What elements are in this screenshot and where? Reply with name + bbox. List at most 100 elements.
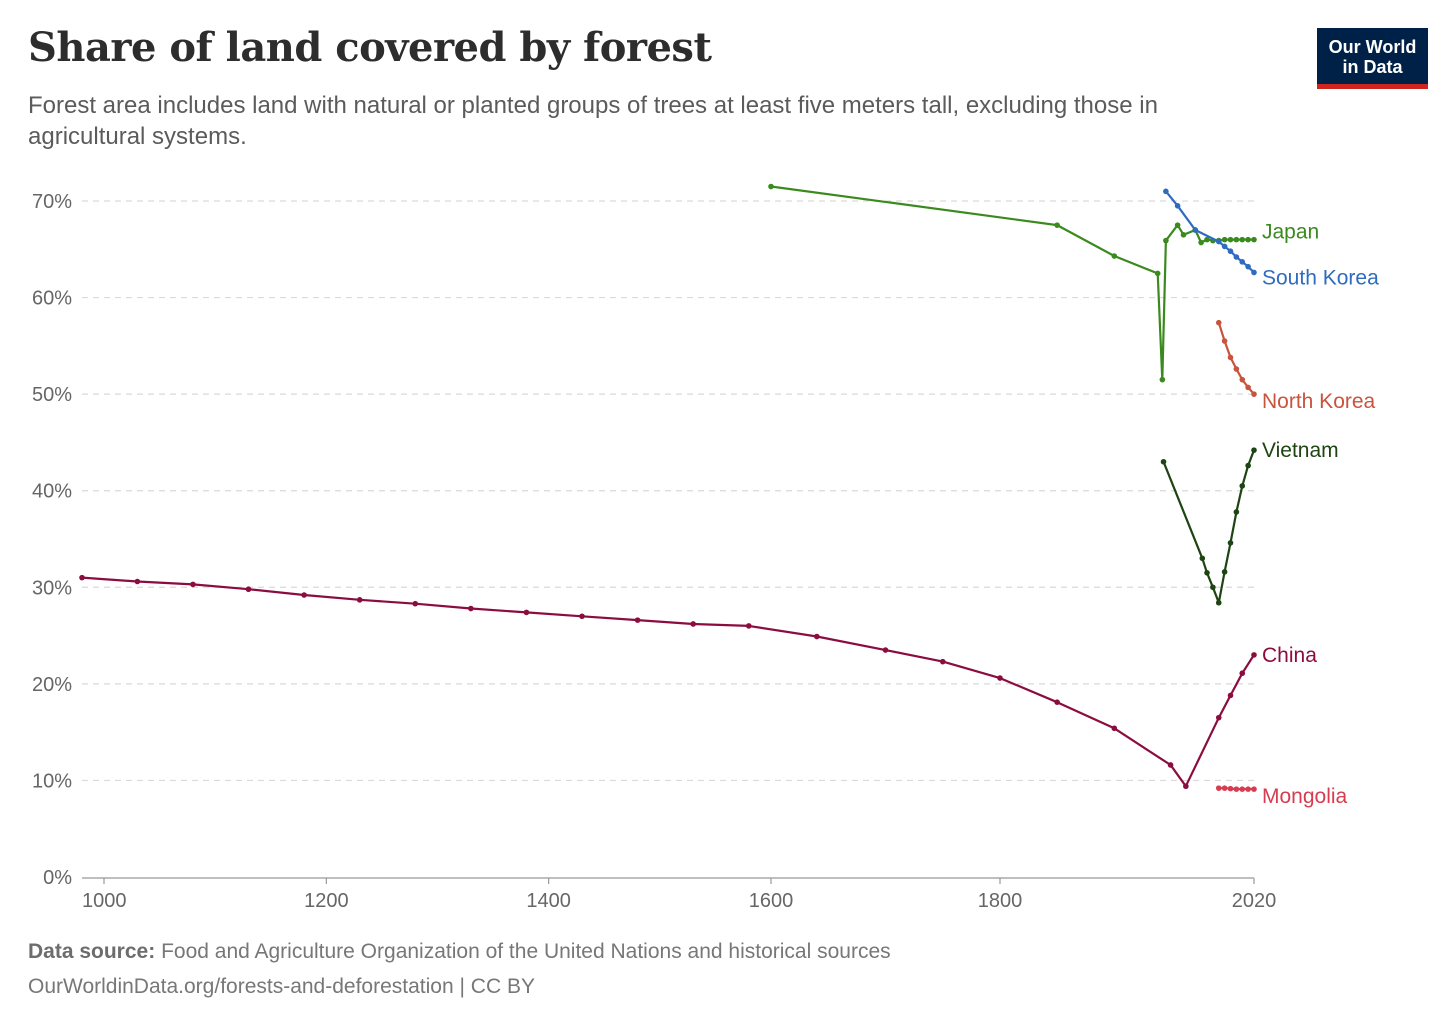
data-point[interactable] — [1215, 238, 1222, 245]
data-point[interactable] — [939, 658, 946, 665]
data-point[interactable] — [1227, 236, 1234, 243]
y-tick-label: 30% — [32, 577, 72, 599]
data-point[interactable] — [1239, 670, 1246, 677]
data-point[interactable] — [1215, 785, 1222, 791]
data-point[interactable] — [1163, 237, 1169, 244]
series-vietnam[interactable] — [1160, 447, 1257, 606]
data-point[interactable] — [1245, 462, 1251, 469]
x-tick-label: 1800 — [978, 890, 1023, 912]
data-point[interactable] — [1221, 236, 1228, 243]
data-point[interactable] — [1245, 263, 1251, 270]
data-point[interactable] — [1227, 248, 1234, 255]
series-labels: Japan South Korea North Korea Vietnam China M… — [1262, 221, 1379, 808]
data-point[interactable] — [768, 183, 774, 190]
data-point[interactable] — [1245, 786, 1251, 792]
series-label: Vietnam — [1262, 439, 1339, 462]
data-point[interactable] — [1204, 570, 1210, 576]
series-label: Japan — [1262, 221, 1319, 244]
data-point[interactable] — [1199, 555, 1206, 562]
data-point[interactable] — [79, 574, 85, 581]
data-point[interactable] — [882, 647, 889, 653]
series-north-korea[interactable] — [1215, 319, 1257, 397]
data-point[interactable] — [1239, 786, 1246, 792]
data-point[interactable] — [1233, 786, 1240, 792]
data-point[interactable] — [1210, 584, 1216, 591]
series-south-korea[interactable] — [1163, 188, 1257, 276]
data-point[interactable] — [301, 592, 307, 598]
data-point[interactable] — [1221, 243, 1228, 250]
series-line — [81, 576, 1255, 788]
data-point[interactable] — [1054, 699, 1060, 706]
data-point[interactable] — [1215, 599, 1222, 606]
owid-logo[interactable]: Our World in Data — [1317, 28, 1428, 89]
data-point[interactable] — [1239, 483, 1246, 489]
data-point[interactable] — [1180, 232, 1187, 238]
data-point[interactable] — [1154, 270, 1161, 277]
x-tick-label: 2020 — [1232, 890, 1277, 912]
data-point[interactable] — [745, 623, 752, 629]
data-point[interactable] — [1227, 692, 1234, 699]
data-point[interactable] — [1239, 259, 1246, 265]
data-point[interactable] — [1227, 354, 1234, 361]
data-point[interactable] — [1174, 222, 1181, 228]
data-point[interactable] — [1167, 762, 1174, 768]
data-point[interactable] — [1251, 652, 1257, 658]
series-label: China — [1262, 644, 1317, 667]
data-point[interactable] — [1239, 236, 1246, 243]
data-source-label: Data source: — [28, 940, 156, 963]
data-point[interactable] — [1233, 236, 1240, 243]
chart-subtitle: Forest area includes land with natural o… — [28, 92, 1158, 150]
data-point[interactable] — [245, 586, 252, 593]
data-point[interactable] — [1251, 786, 1257, 792]
data-point[interactable] — [1215, 319, 1222, 326]
source-url[interactable]: OurWorldinData.org/forests-and-deforesta… — [28, 975, 535, 998]
series-label: North Korea — [1262, 390, 1376, 413]
data-point[interactable] — [1251, 269, 1257, 276]
data-point[interactable] — [1227, 785, 1234, 792]
data-point[interactable] — [1221, 338, 1228, 344]
data-point[interactable] — [1111, 253, 1118, 259]
data-point[interactable] — [579, 613, 585, 620]
data-point[interactable] — [1215, 714, 1222, 721]
data-point[interactable] — [814, 633, 820, 640]
data-source-line: Data source: Food and Agriculture Organi… — [28, 940, 891, 964]
data-point[interactable] — [523, 609, 530, 616]
data-point[interactable] — [1233, 366, 1240, 372]
data-point[interactable] — [1111, 725, 1118, 732]
data-point[interactable] — [634, 617, 641, 623]
data-point[interactable] — [1251, 391, 1257, 397]
logo-line-2: in Data — [1342, 57, 1403, 77]
data-point[interactable] — [1163, 188, 1169, 195]
data-point[interactable] — [356, 597, 363, 603]
data-point[interactable] — [1159, 376, 1166, 383]
data-point[interactable] — [1183, 783, 1189, 790]
x-tick-label: 1200 — [304, 890, 349, 912]
data-point[interactable] — [412, 600, 419, 607]
data-point[interactable] — [1204, 236, 1210, 243]
data-point[interactable] — [1251, 236, 1257, 243]
data-point[interactable] — [690, 621, 696, 627]
data-point[interactable] — [1239, 376, 1246, 383]
data-point[interactable] — [1233, 509, 1240, 515]
data-point[interactable] — [1054, 222, 1060, 228]
series-china[interactable] — [79, 574, 1257, 790]
data-point[interactable] — [1245, 384, 1251, 391]
data-point[interactable] — [1174, 203, 1181, 209]
data-point[interactable] — [190, 581, 196, 588]
series-mongolia[interactable] — [1215, 785, 1257, 792]
grid-lines: 0% 10% 20% 30% 40% 50% 60% 70% — [32, 191, 1254, 889]
y-tick-label: 20% — [32, 674, 72, 696]
data-point[interactable] — [1198, 239, 1204, 246]
data-point[interactable] — [997, 675, 1003, 681]
data-point[interactable] — [1221, 785, 1228, 791]
data-point[interactable] — [1251, 447, 1257, 453]
data-point[interactable] — [1227, 540, 1234, 546]
data-point[interactable] — [134, 578, 141, 585]
data-point[interactable] — [1245, 236, 1251, 243]
data-point[interactable] — [1233, 254, 1240, 260]
data-point[interactable] — [1160, 458, 1167, 465]
data-point[interactable] — [468, 605, 474, 612]
data-point[interactable] — [1221, 569, 1228, 575]
data-point[interactable] — [1192, 227, 1199, 233]
